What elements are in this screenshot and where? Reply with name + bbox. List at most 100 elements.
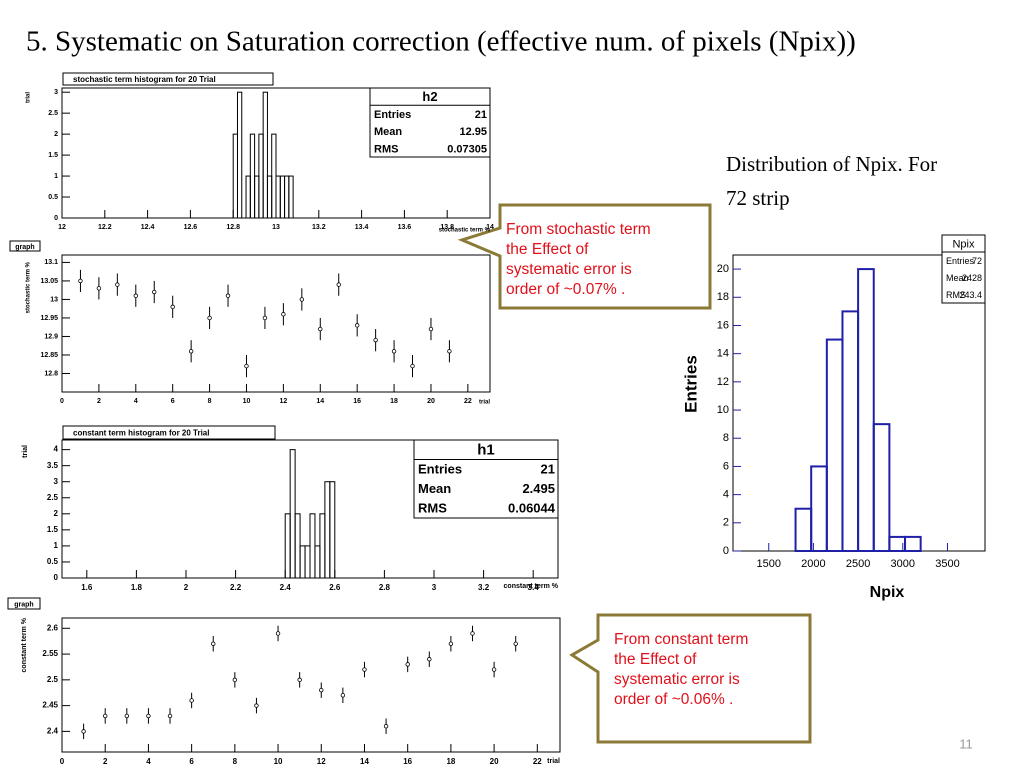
x-tick-label: 6 — [189, 757, 194, 766]
y-tick-label: 12.9 — [44, 333, 58, 340]
stats-value: 72 — [972, 256, 982, 266]
stats-value: 0.07305 — [447, 143, 487, 155]
data-point — [207, 315, 212, 321]
data-point — [244, 363, 249, 369]
callout-text: order of ~0.07% . — [506, 281, 625, 298]
data-point — [81, 729, 86, 734]
data-point — [152, 289, 157, 295]
x-tick-label: 2.8 — [379, 583, 391, 592]
stats-value: 243.4 — [959, 290, 982, 300]
data-point — [318, 326, 323, 332]
data-point — [410, 363, 415, 369]
x-tick-label: 13.2 — [312, 224, 326, 231]
x-tick-label: 3.2 — [478, 583, 490, 592]
y-tick-label: 12.8 — [44, 370, 58, 377]
chart: graph 12.8 12.85 12.9 12.95 13 13.05 13.1 0 2 4 6 8 1… — [9, 240, 491, 406]
histogram-bin — [857, 268, 875, 552]
y-tick-label: 10 — [717, 404, 729, 416]
x-tick-label: 2 — [184, 583, 189, 592]
x-tick-label: 10 — [274, 757, 283, 766]
y-tick-label: 2 — [54, 131, 58, 138]
histogram-bin — [872, 423, 891, 552]
x-axis-label: trial — [547, 758, 560, 765]
chart-title-box — [7, 597, 41, 610]
data-point — [115, 282, 120, 287]
data-point — [299, 297, 305, 302]
x-tick-label: 14 — [486, 224, 494, 231]
y-tick-label: 13.1 — [44, 259, 58, 266]
x-tick-label: 12 — [317, 757, 326, 766]
data-point — [103, 713, 108, 719]
y-tick-label: 4 — [723, 489, 729, 501]
stats-label: Mean — [946, 273, 969, 283]
x-tick-label: 3500 — [935, 558, 959, 570]
x-tick-label: 4 — [146, 757, 151, 766]
stats-value: 12.95 — [459, 126, 487, 138]
data-point — [78, 278, 83, 284]
x-tick-label: 12.2 — [98, 224, 112, 231]
x-tick-label: 6 — [171, 398, 175, 405]
page-number: 11 — [959, 736, 973, 751]
stats-label: Entries — [418, 462, 462, 477]
y-tick-label: 13 — [50, 296, 58, 303]
data-point — [405, 662, 410, 667]
y-tick-label: 20 — [717, 263, 729, 275]
callout-text: the Effect of — [506, 241, 589, 258]
x-tick-label: 0 — [60, 757, 65, 766]
x-axis-label: Npix — [870, 584, 905, 601]
data-point — [319, 687, 324, 693]
slide-title: 5. Systematic on Saturation correction (… — [26, 26, 856, 58]
stats-label: RMS — [418, 501, 447, 516]
x-tick-label: 13.8 — [440, 224, 454, 231]
x-tick-label: 12.8 — [226, 224, 240, 231]
stats-label: Mean — [418, 481, 451, 496]
stats-value: 21 — [541, 462, 555, 477]
x-tick-label: 16 — [353, 398, 361, 405]
y-tick-label: 2 — [54, 509, 59, 518]
data-point — [262, 315, 268, 321]
y-axis-label: trial — [26, 92, 32, 103]
x-tick-label: 22 — [533, 757, 542, 766]
x-tick-label: 12.4 — [141, 224, 155, 231]
data-point — [447, 349, 452, 354]
y-tick-label: 1.5 — [48, 152, 58, 159]
x-tick-label: 1.8 — [131, 583, 143, 592]
x-tick-label: 22 — [464, 398, 472, 405]
data-point — [362, 667, 367, 672]
y-tick-label: 2 — [723, 517, 729, 529]
chart: graph 2.4 2.45 2.5 2.55 2.6 0 2 4 6 8 10 12 14 16 18 20 2… — [7, 597, 561, 766]
y-tick-label: 2.5 — [47, 493, 59, 502]
histogram-bin — [236, 91, 243, 219]
y-tick-label: 2.4 — [47, 726, 59, 735]
x-axis-label: stochastic term % — [439, 228, 491, 234]
x-tick-label: 13.4 — [355, 224, 369, 231]
stats-label: Entries — [374, 109, 411, 121]
x-tick-label: 12.6 — [184, 224, 198, 231]
data-point — [470, 631, 475, 636]
data-point — [254, 703, 259, 708]
data-point — [275, 631, 281, 636]
x-tick-label: 18 — [446, 757, 455, 766]
y-tick-label: 2.45 — [42, 701, 58, 710]
x-tick-label: 2 — [97, 398, 101, 405]
stats-label: Mean — [374, 126, 402, 138]
y-tick-label: 3.5 — [47, 461, 59, 470]
stats-label: RMS — [374, 143, 398, 155]
data-point — [336, 282, 341, 287]
data-point — [297, 677, 302, 683]
y-tick-label: 8 — [723, 432, 729, 444]
callout-text: From constant term — [614, 631, 748, 648]
x-tick-label: 12 — [58, 224, 66, 231]
side-text: Distribution of Npix. For — [726, 152, 937, 176]
y-tick-label: 0.5 — [48, 194, 58, 201]
stats-label: RMS — [946, 290, 966, 300]
side-text: 72 strip — [726, 186, 790, 210]
histogram-bin — [904, 535, 922, 553]
y-tick-label: 0 — [54, 215, 58, 222]
x-axis-label: trial — [479, 400, 490, 406]
y-tick-label: 1 — [54, 173, 58, 180]
y-tick-label: 12.85 — [40, 352, 58, 359]
data-point — [133, 293, 138, 298]
stats-value: 2.495 — [522, 481, 555, 496]
data-point — [340, 693, 346, 698]
